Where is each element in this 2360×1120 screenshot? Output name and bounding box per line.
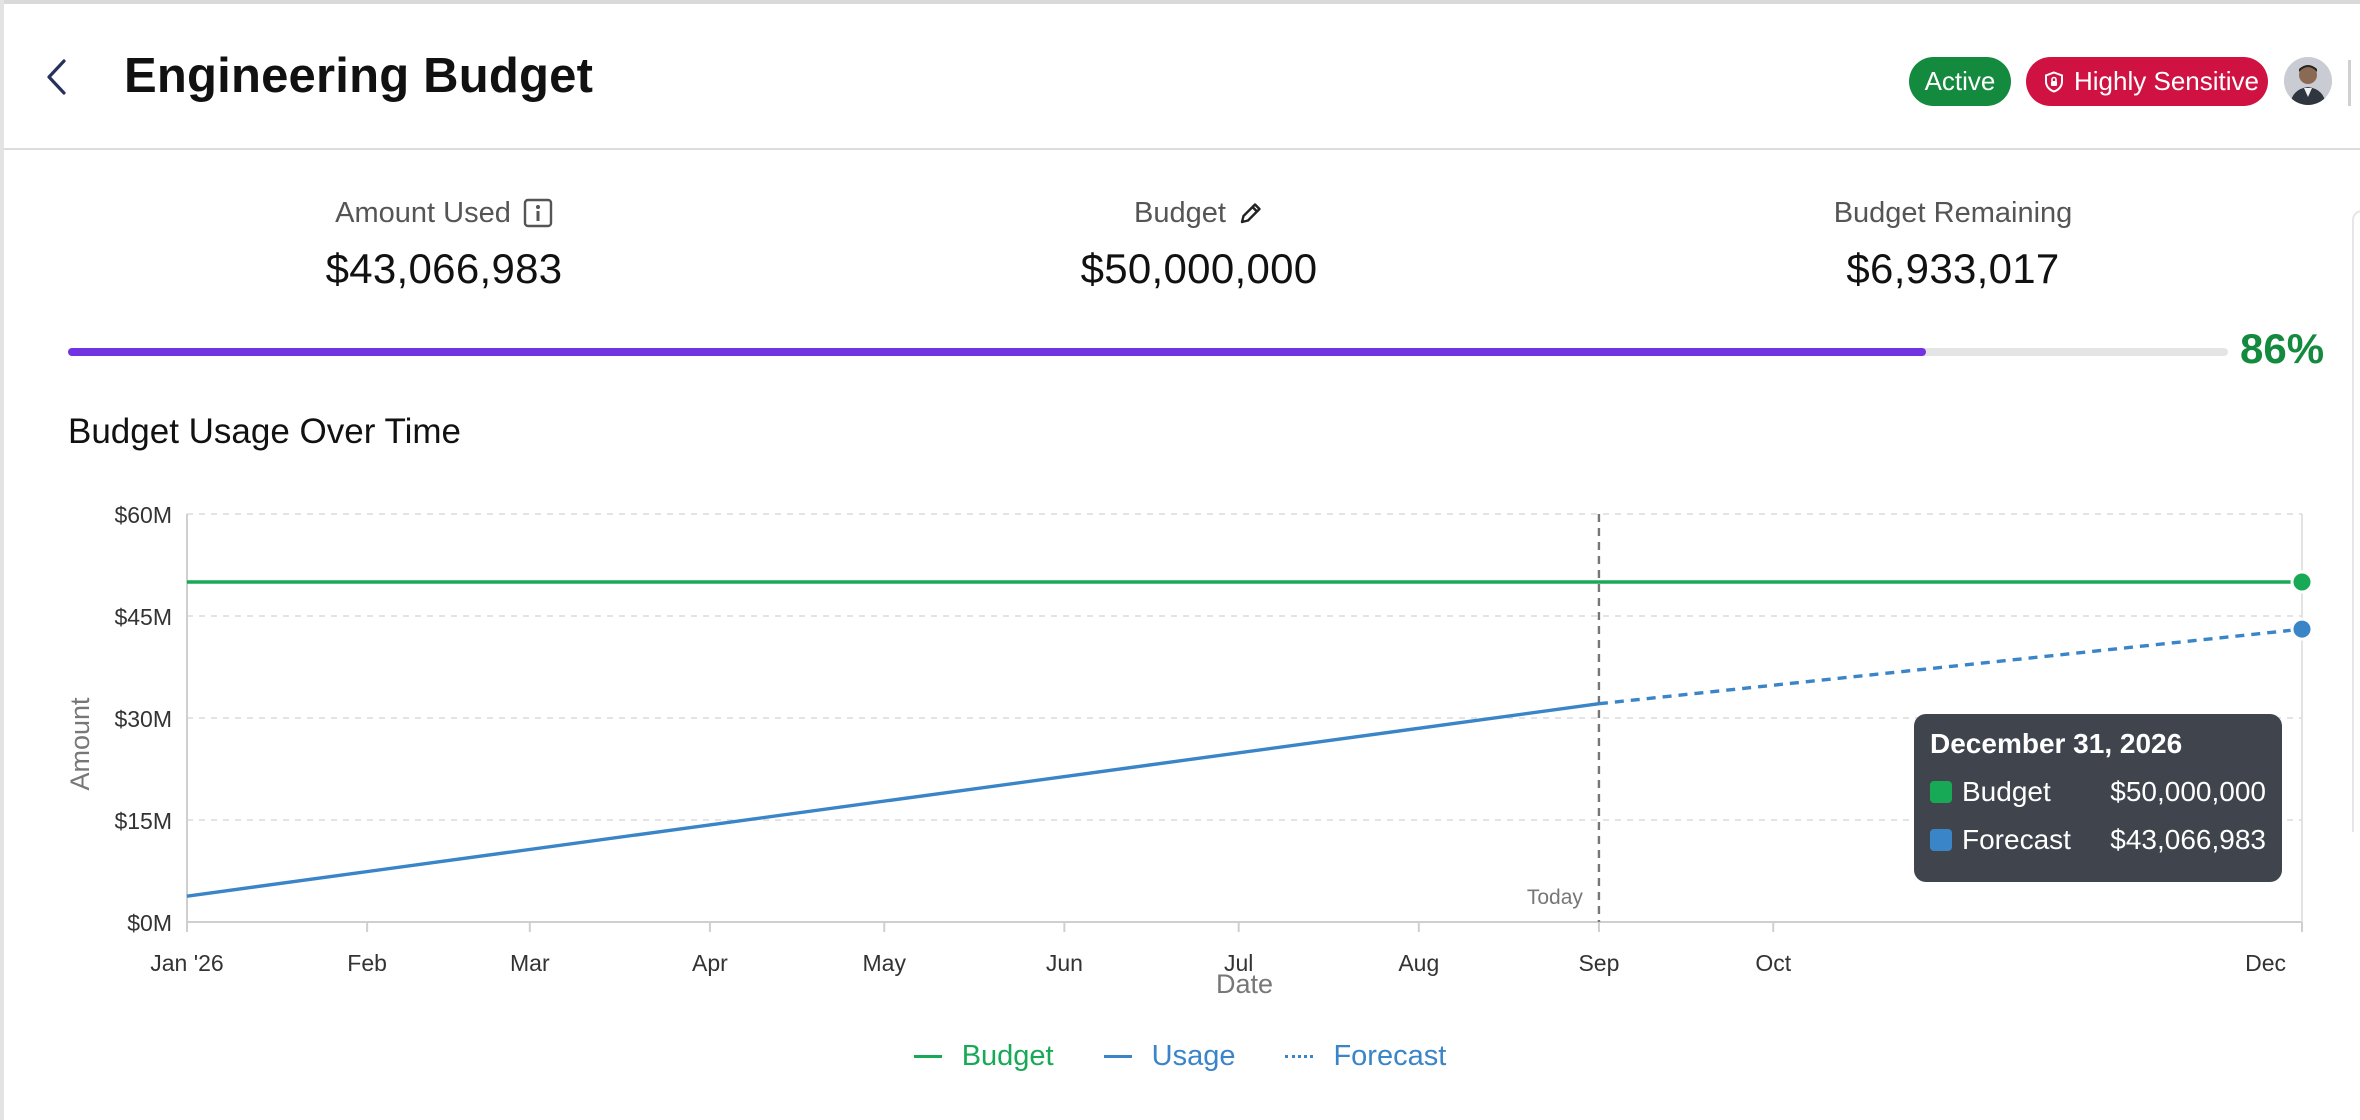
legend-item-budget[interactable]: Budget	[913, 1040, 1054, 1073]
avatar[interactable]	[2284, 57, 2332, 105]
legend-line-usage	[1103, 1055, 1132, 1058]
budget-remaining-value: $6,933,017	[1846, 245, 2060, 292]
legend-label: Forecast	[1333, 1040, 1447, 1072]
tooltip-value: $50,000,000	[2110, 776, 2266, 807]
y-axis-title: Amount	[65, 697, 95, 791]
budget-progress-fill	[68, 348, 1926, 356]
budget-end-point	[2290, 570, 2314, 594]
series-line-usage	[186, 702, 1600, 898]
legend-line-forecast	[1285, 1055, 1314, 1058]
budget-label: Budget	[1134, 196, 1226, 229]
top-border	[0, 0, 2360, 4]
legend-item-usage[interactable]: Usage	[1103, 1040, 1236, 1073]
x-tick-label: Jan '26	[150, 950, 223, 976]
today-label: Today	[1527, 886, 1584, 909]
chart-legend: Budget Usage Forecast	[0, 1040, 2360, 1073]
tooltip-row-budget: Budget $50,000,000	[1930, 768, 2266, 816]
budget-remaining-label: Budget Remaining	[1833, 196, 2073, 229]
status-badge-label: Active	[1924, 66, 1996, 96]
tooltip-name: Forecast	[1962, 824, 2071, 855]
header-edge-divider	[2348, 60, 2351, 106]
tooltip-swatch-budget	[1930, 781, 1952, 803]
x-tick-label: May	[863, 950, 907, 976]
y-tick-label: $45M	[114, 604, 172, 630]
y-tick-label: $30M	[114, 706, 172, 732]
pencil-icon[interactable]	[1238, 200, 1264, 226]
side-panel-edge	[2352, 210, 2360, 832]
x-axis-title: Date	[1216, 969, 1273, 999]
left-border	[0, 0, 4, 1120]
sensitivity-badge: Highly Sensitive	[2026, 57, 2268, 106]
legend-line-budget	[913, 1055, 942, 1058]
shield-lock-icon	[2044, 70, 2064, 93]
series-line-forecast	[1598, 627, 2303, 706]
amount-used-kpi: Amount Used $43,066,983	[194, 193, 694, 293]
status-badge: Active	[1909, 57, 2011, 106]
back-button[interactable]	[34, 52, 78, 102]
y-tick-label: $60M	[114, 502, 172, 528]
x-tick-label: Jul	[1224, 950, 1253, 976]
tooltip-value: $43,066,983	[2110, 824, 2266, 855]
y-tick-label: $15M	[114, 808, 172, 834]
x-tick-label: Feb	[347, 950, 387, 976]
y-tick-label: $0M	[127, 910, 172, 936]
x-tick-label: Apr	[692, 950, 728, 976]
sensitivity-badge-label: Highly Sensitive	[2074, 66, 2259, 96]
amount-used-value: $43,066,983	[325, 245, 563, 292]
legend-label: Budget	[961, 1040, 1054, 1072]
chart-section-title: Budget Usage Over Time	[68, 412, 461, 451]
tooltip-row-forecast: Forecast $43,066,983	[1930, 816, 2266, 864]
x-tick-label: Oct	[1755, 950, 1791, 976]
tooltip-name: Budget	[1962, 776, 2051, 807]
x-tick-label: Aug	[1398, 950, 1439, 976]
tooltip-title: December 31, 2026	[1930, 728, 2183, 759]
tooltip-swatch-forecast	[1930, 829, 1952, 851]
forecast-end-point	[2290, 617, 2314, 641]
budget-progress-percent: 86%	[2240, 325, 2325, 372]
budget-usage-chart: $0M $15M $30M $45M $60M Jan '26 Feb Mar Apr May Ju…	[65, 502, 2314, 999]
legend-label: Usage	[1151, 1040, 1236, 1072]
x-tick-label: Dec	[2245, 950, 2286, 976]
x-tick-label: Mar	[510, 950, 550, 976]
budget-value: $50,000,000	[1080, 245, 1318, 292]
info-icon[interactable]	[523, 198, 553, 228]
chart-tooltip: December 31, 2026 Budget $50,000,000 For…	[1914, 714, 2282, 882]
budget-kpi: Budget $50,000,000	[949, 193, 1449, 293]
budget-progress-bar	[68, 348, 2228, 356]
budget-remaining-kpi: Budget Remaining $6,933,017	[1703, 193, 2203, 293]
x-tick-label: Jun	[1046, 950, 1083, 976]
page-header: Engineering Budget Active Highly Sensiti…	[4, 4, 2360, 150]
page-title: Engineering Budget	[124, 49, 594, 103]
chevron-left-icon	[47, 59, 66, 95]
legend-item-forecast[interactable]: Forecast	[1285, 1040, 1446, 1073]
amount-used-label: Amount Used	[335, 196, 511, 229]
x-tick-label: Sep	[1578, 950, 1619, 976]
